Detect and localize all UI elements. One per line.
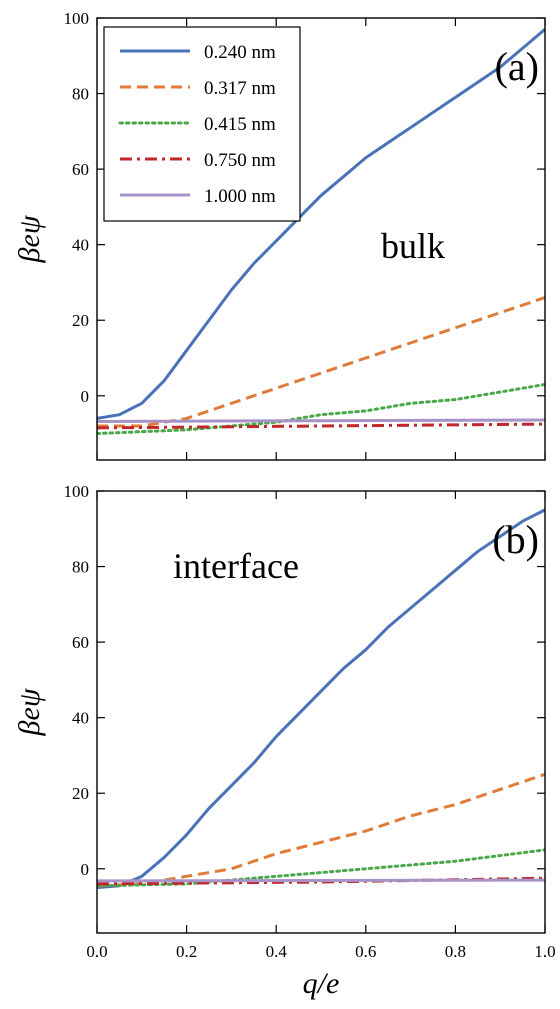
x-tick-label: 0.6 bbox=[355, 942, 376, 961]
y-tick-label: 40 bbox=[72, 709, 89, 728]
y-tick-label: 80 bbox=[72, 558, 89, 577]
panel-label: (b) bbox=[492, 517, 539, 562]
annotation-text: bulk bbox=[381, 226, 445, 266]
x-tick-label: 0.4 bbox=[266, 942, 288, 961]
series-group bbox=[97, 508, 545, 890]
series-group bbox=[97, 28, 545, 436]
x-tick-label: 0.8 bbox=[445, 942, 466, 961]
legend-label: 0.415 nm bbox=[204, 114, 276, 135]
series-line-0-317-nm bbox=[97, 296, 545, 428]
series-line-1-000-nm bbox=[97, 878, 545, 883]
y-tick-label: 60 bbox=[72, 633, 89, 652]
y-tick-label: 20 bbox=[72, 311, 89, 330]
y-tick-label: 60 bbox=[72, 160, 89, 179]
y-tick-label: 100 bbox=[64, 482, 90, 501]
series-line-0-240-nm bbox=[97, 508, 545, 890]
panel-b: 0.0 0.2 0.4 0.6 0.8 1.0 0 20 40 60 80 100 βeψ q/e (b) i… bbox=[13, 482, 556, 1000]
plot-frame bbox=[96, 17, 546, 461]
series-line-0-317-nm bbox=[97, 772, 545, 888]
panel-label: (a) bbox=[495, 44, 539, 89]
plot-frame bbox=[96, 490, 546, 934]
y-tick-label: 40 bbox=[72, 236, 89, 255]
legend-label: 1.000 nm bbox=[204, 186, 276, 207]
y-tick-label: 80 bbox=[72, 85, 89, 104]
legend-box bbox=[103, 26, 301, 222]
x-tick-label: 0.2 bbox=[176, 942, 197, 961]
x-tick-label: 0.0 bbox=[86, 942, 107, 961]
y-tick-label: 0 bbox=[81, 860, 90, 879]
series-line-0-750-nm bbox=[97, 422, 545, 430]
y-axis-label: βeψ bbox=[13, 214, 46, 263]
series-line-0-240-nm bbox=[97, 28, 545, 420]
series-line-1-000-nm bbox=[97, 418, 545, 423]
legend-label: 0.750 nm bbox=[204, 150, 276, 171]
y-axis-label: βeψ bbox=[13, 687, 46, 736]
annotation-text: interface bbox=[173, 546, 299, 586]
y-tick-label: 0 bbox=[81, 387, 90, 406]
legend: 0.240 nm 0.317 nm 0.415 nm 0.750 nm 1.000 nm bbox=[103, 26, 301, 222]
legend-label: 0.317 nm bbox=[204, 78, 276, 99]
y-tick-label: 100 bbox=[64, 9, 90, 28]
x-tick-label: 1.0 bbox=[534, 942, 555, 961]
x-axis-label: q/e bbox=[303, 967, 340, 1000]
legend-label: 0.240 nm bbox=[204, 42, 276, 63]
y-tick-label: 20 bbox=[72, 784, 89, 803]
